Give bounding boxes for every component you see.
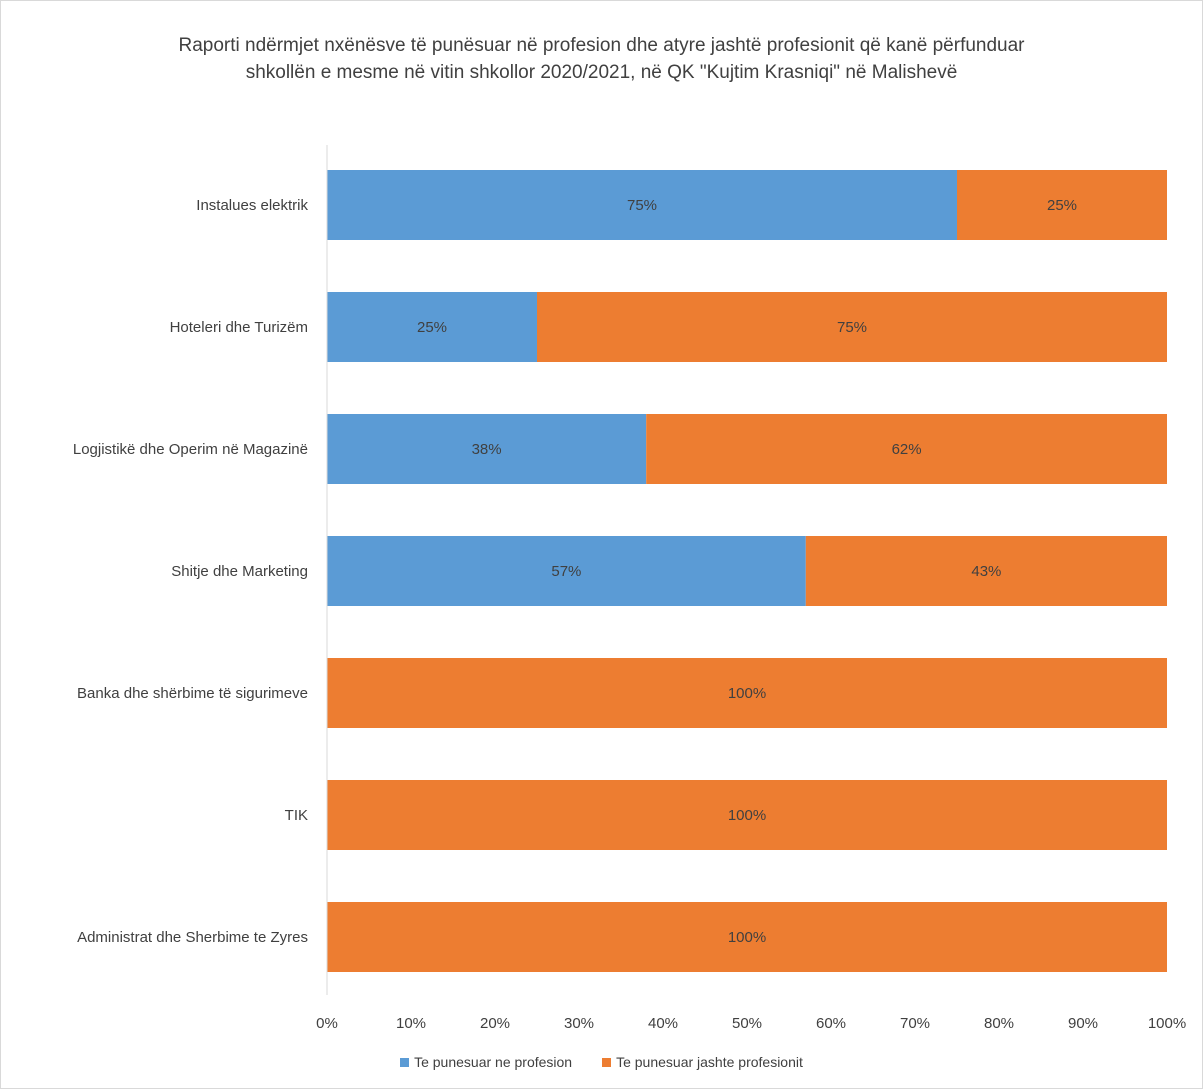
bar-series-2-row-4 [805,536,1167,606]
data-label-series-1-row-1: 75% [627,197,657,214]
bar-series-2-row-1 [957,170,1167,240]
data-label-series-2-row-6: 100% [728,807,766,824]
bar-series-1-row-4 [327,536,806,606]
data-label-series-1-row-3: 38% [472,441,502,458]
bar-series-1-row-3 [327,414,647,484]
bar-series-2-row-5 [327,658,1167,728]
category-label-3: Logjistikë dhe Operim në Magazinë [73,441,308,458]
chart-title: Raporti ndërmjet nxënësve të punësuar në… [178,35,1025,83]
x-tick-label-5: 40% [648,1015,678,1032]
x-tick-label-11: 100% [1148,1015,1186,1032]
bar-series-1-row-2 [327,292,537,362]
x-tick-label-4: 30% [564,1015,594,1032]
category-label-4: Shitje dhe Marketing [171,563,308,580]
bar-series-1-row-1 [327,170,957,240]
data-label-series-2-row-5: 100% [728,685,766,702]
x-tick-label-8: 70% [900,1015,930,1032]
category-label-5: Banka dhe shërbime të sigurimeve [77,685,308,702]
data-label-series-2-row-7: 100% [728,929,766,946]
legend-label-series-1: Te punesuar ne profesion [414,1054,573,1070]
bar-series-2-row-3 [646,414,1167,484]
legend: Te punesuar ne profesion Te punesuar jas… [0,1054,1203,1070]
bar-series-2-row-2 [537,292,1167,362]
x-tick-label-10: 90% [1068,1015,1098,1032]
data-label-series-2-row-4: 43% [971,563,1001,580]
category-label-2: Hoteleri dhe Turizëm [170,319,308,336]
x-tick-label-3: 20% [480,1015,510,1032]
category-label-7: Administrat dhe Sherbime te Zyres [77,929,308,946]
data-label-series-2-row-3: 62% [892,441,922,458]
data-label-series-2-row-2: 75% [837,319,867,336]
legend-swatch-series-1 [400,1057,410,1067]
data-label-series-2-row-1: 25% [1047,197,1077,214]
legend-swatch-series-2 [602,1057,612,1067]
bar-series-2-row-7 [327,902,1167,972]
category-label-1: Instalues elektrik [196,197,308,214]
x-tick-label-7: 60% [816,1015,846,1032]
legend-item-series-1: Te punesuar ne profesion [400,1054,572,1070]
x-tick-label-1: 0% [316,1015,338,1032]
x-tick-label-9: 80% [984,1015,1014,1032]
x-tick-label-2: 10% [396,1015,426,1032]
data-label-series-1-row-2: 25% [417,319,447,336]
legend-item-series-2: Te punesuar jashte profesionit [602,1054,803,1070]
x-tick-label-6: 50% [732,1015,762,1032]
legend-label-series-2: Te punesuar jashte profesionit [616,1054,803,1070]
category-label-6: TIK [285,807,308,824]
bar-series-2-row-6 [327,780,1167,850]
data-label-series-1-row-4: 57% [551,563,581,580]
